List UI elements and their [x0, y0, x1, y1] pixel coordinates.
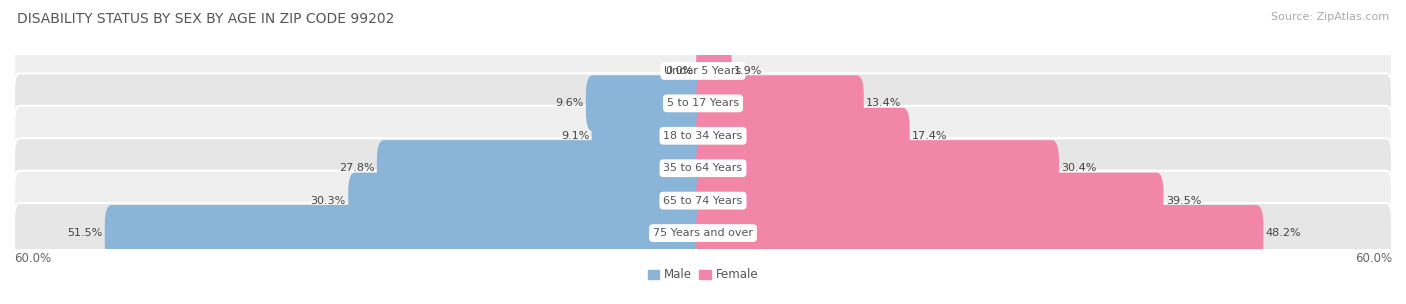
Text: 27.8%: 27.8% [339, 163, 374, 173]
FancyBboxPatch shape [696, 205, 1264, 261]
Text: 30.3%: 30.3% [311, 196, 346, 206]
Text: Under 5 Years: Under 5 Years [665, 66, 741, 76]
FancyBboxPatch shape [14, 171, 1392, 231]
FancyBboxPatch shape [586, 75, 710, 131]
Text: 75 Years and over: 75 Years and over [652, 228, 754, 238]
FancyBboxPatch shape [696, 75, 863, 131]
Text: 65 to 74 Years: 65 to 74 Years [664, 196, 742, 206]
Text: 18 to 34 Years: 18 to 34 Years [664, 131, 742, 141]
Text: 30.4%: 30.4% [1062, 163, 1097, 173]
FancyBboxPatch shape [14, 41, 1392, 101]
Text: 48.2%: 48.2% [1265, 228, 1302, 238]
Text: 60.0%: 60.0% [1355, 252, 1392, 265]
Text: 1.9%: 1.9% [734, 66, 762, 76]
Text: Source: ZipAtlas.com: Source: ZipAtlas.com [1271, 12, 1389, 22]
Text: 0.0%: 0.0% [665, 66, 693, 76]
FancyBboxPatch shape [592, 108, 710, 164]
Text: 17.4%: 17.4% [912, 131, 948, 141]
FancyBboxPatch shape [14, 106, 1392, 166]
FancyBboxPatch shape [696, 108, 910, 164]
FancyBboxPatch shape [14, 203, 1392, 263]
FancyBboxPatch shape [377, 140, 710, 196]
FancyBboxPatch shape [696, 140, 1059, 196]
Text: 35 to 64 Years: 35 to 64 Years [664, 163, 742, 173]
Text: 60.0%: 60.0% [14, 252, 51, 265]
Text: 9.6%: 9.6% [555, 98, 583, 108]
Legend: Male, Female: Male, Female [643, 264, 763, 286]
Text: 9.1%: 9.1% [561, 131, 589, 141]
Text: 5 to 17 Years: 5 to 17 Years [666, 98, 740, 108]
Text: 51.5%: 51.5% [67, 228, 103, 238]
FancyBboxPatch shape [105, 205, 710, 261]
Text: 39.5%: 39.5% [1166, 196, 1201, 206]
FancyBboxPatch shape [696, 43, 731, 99]
Text: 13.4%: 13.4% [866, 98, 901, 108]
Text: DISABILITY STATUS BY SEX BY AGE IN ZIP CODE 99202: DISABILITY STATUS BY SEX BY AGE IN ZIP C… [17, 12, 394, 26]
FancyBboxPatch shape [14, 138, 1392, 198]
FancyBboxPatch shape [14, 73, 1392, 133]
FancyBboxPatch shape [696, 173, 1163, 229]
FancyBboxPatch shape [349, 173, 710, 229]
